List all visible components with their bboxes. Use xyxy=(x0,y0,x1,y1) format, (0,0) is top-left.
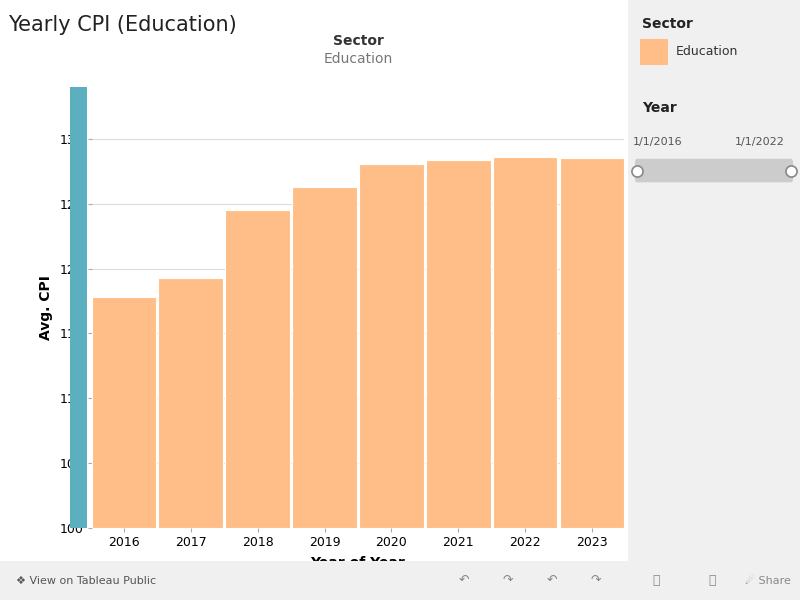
Text: 1/1/2016: 1/1/2016 xyxy=(633,137,682,148)
Text: ❖ View on Tableau Public: ❖ View on Tableau Public xyxy=(16,575,156,586)
Bar xyxy=(559,158,624,528)
Bar xyxy=(158,278,223,528)
Text: ↶: ↶ xyxy=(458,574,470,587)
Text: ☄ Share: ☄ Share xyxy=(745,575,791,586)
X-axis label: Year of Year: Year of Year xyxy=(310,556,406,570)
FancyBboxPatch shape xyxy=(635,159,793,182)
Text: Yearly CPI (Education): Yearly CPI (Education) xyxy=(8,15,237,35)
Text: ⭱: ⭱ xyxy=(652,574,660,587)
Text: ↷: ↷ xyxy=(590,574,602,587)
Bar xyxy=(493,157,558,528)
Bar xyxy=(92,297,157,528)
Text: Sector: Sector xyxy=(642,17,693,31)
Text: ↷: ↷ xyxy=(502,574,514,587)
Text: Sector: Sector xyxy=(333,34,383,48)
Bar xyxy=(426,160,490,528)
Text: Education: Education xyxy=(323,52,393,66)
Text: Year: Year xyxy=(642,101,677,115)
Y-axis label: Avg. CPI: Avg. CPI xyxy=(39,275,53,340)
Text: 1/1/2022: 1/1/2022 xyxy=(734,137,785,148)
Bar xyxy=(292,187,357,528)
Bar xyxy=(226,210,290,528)
Text: ↶: ↶ xyxy=(546,574,558,587)
Text: ⭳: ⭳ xyxy=(708,574,716,587)
FancyBboxPatch shape xyxy=(640,39,667,65)
Text: Education: Education xyxy=(676,45,738,58)
Bar xyxy=(359,164,424,528)
